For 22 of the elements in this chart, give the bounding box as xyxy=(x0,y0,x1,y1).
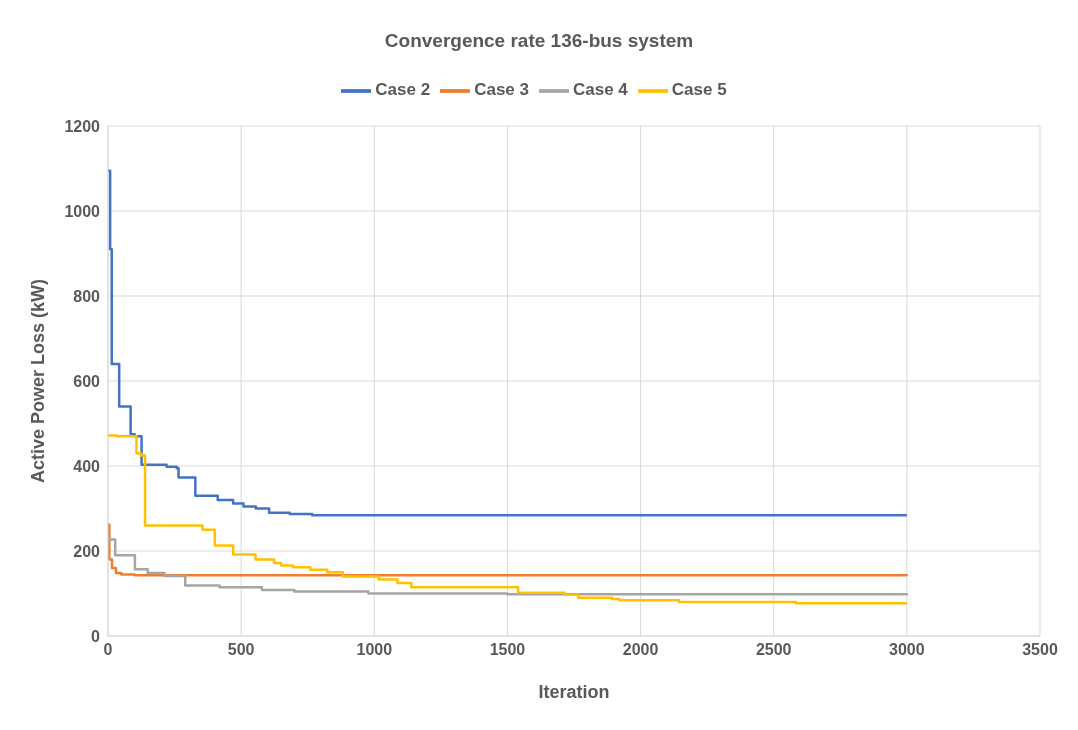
x-tick-label: 2500 xyxy=(755,641,792,659)
y-tick-label: 400 xyxy=(73,457,101,475)
x-tick-label: 3000 xyxy=(889,641,925,659)
chart-title: Convergence rate 136-bus system xyxy=(383,29,695,53)
legend-label: Case 4 xyxy=(573,80,628,100)
y-tick-label: 1200 xyxy=(64,117,101,135)
x-tick-label: 0 xyxy=(103,641,113,659)
y-axis-title: Active Power Loss (kW) xyxy=(28,278,49,484)
x-tick-label: 1500 xyxy=(489,641,526,659)
legend-label: Case 2 xyxy=(375,80,431,100)
y-tick-label: 200 xyxy=(73,542,101,560)
y-tick-label: 600 xyxy=(73,372,101,390)
y-tick-label: 800 xyxy=(73,287,101,305)
x-axis-title: Iteration xyxy=(538,682,610,702)
x-tick-label: 500 xyxy=(227,641,255,659)
x-tick-label: 2000 xyxy=(622,641,659,659)
y-tick-label: 1000 xyxy=(64,202,101,220)
x-tick-label: 1000 xyxy=(356,641,393,659)
legend-label: Case 3 xyxy=(474,80,529,100)
y-tick-label: 0 xyxy=(91,627,101,645)
legend-label: Case 5 xyxy=(671,80,727,100)
x-tick-label: 3500 xyxy=(1022,641,1058,659)
